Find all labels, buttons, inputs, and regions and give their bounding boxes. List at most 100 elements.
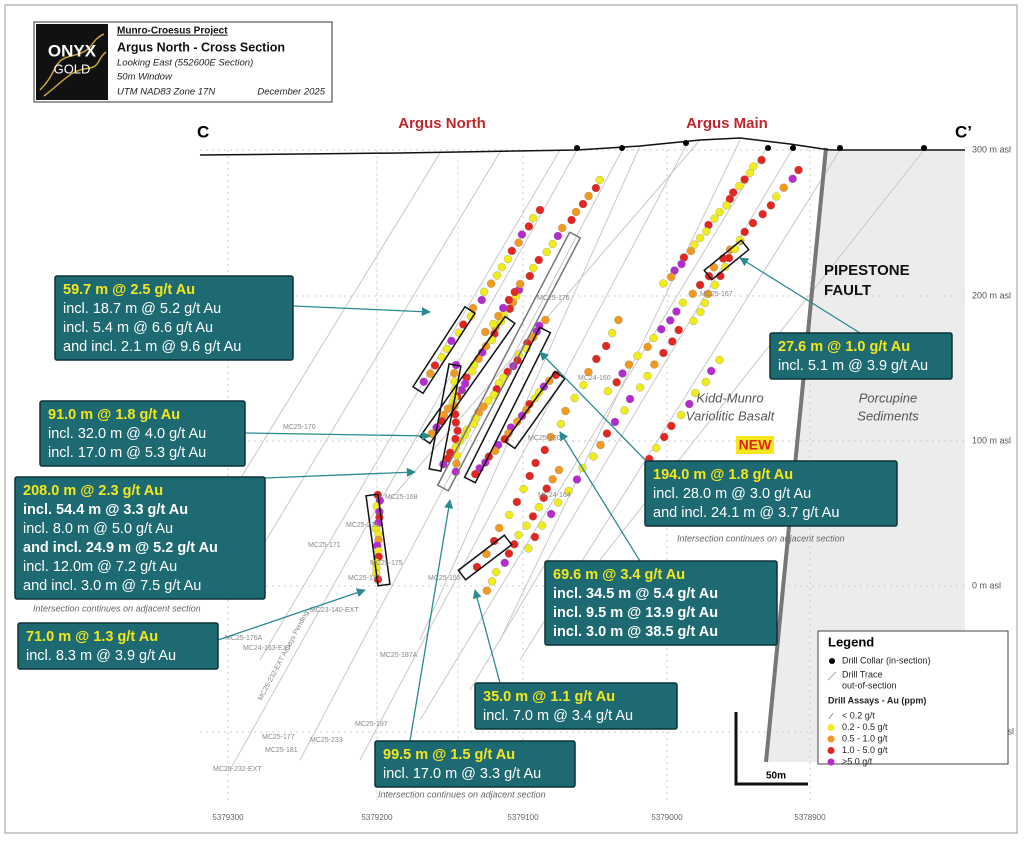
assay xyxy=(522,521,531,530)
zone-label: Argus Main xyxy=(686,115,768,132)
hole-label: MC25-177 xyxy=(262,734,295,741)
assay xyxy=(608,328,617,338)
callout-box xyxy=(39,400,246,467)
assay xyxy=(584,191,593,201)
assay xyxy=(666,316,675,325)
assay xyxy=(729,188,738,197)
assay xyxy=(794,165,803,175)
assay xyxy=(592,354,601,364)
callout-text: incl. 17.0 m @ 5.3 g/t Au xyxy=(48,445,206,461)
assay xyxy=(695,233,705,243)
assay xyxy=(643,371,652,381)
callout-box xyxy=(17,622,219,670)
legend-item: < 0.2 g/t xyxy=(842,710,875,720)
assay xyxy=(757,155,766,165)
assay xyxy=(542,247,551,257)
assay xyxy=(510,287,519,297)
assay xyxy=(578,199,588,209)
assay xyxy=(505,510,514,520)
callout-box xyxy=(374,740,576,788)
assay xyxy=(659,348,668,358)
assay xyxy=(721,262,730,272)
leader xyxy=(739,257,861,334)
assay xyxy=(779,183,788,192)
callouts: 59.7 m @ 2.5 g/t Au incl. 18.7 m @ 5.2 g/… xyxy=(14,275,953,788)
assay xyxy=(685,399,694,409)
assay xyxy=(534,502,544,512)
assay xyxy=(528,512,538,521)
assay xyxy=(514,530,523,540)
drill-trace xyxy=(419,145,641,641)
assay xyxy=(686,246,696,256)
assay xyxy=(451,434,460,444)
assay xyxy=(515,279,525,289)
legend-swatch xyxy=(827,724,835,731)
assay xyxy=(517,230,527,239)
drill-trace xyxy=(359,145,687,761)
assay xyxy=(740,227,749,237)
hole-label: MC25-197 xyxy=(355,721,388,728)
assay xyxy=(700,298,709,308)
assay xyxy=(482,549,491,559)
assay xyxy=(702,227,711,236)
leader xyxy=(217,588,366,641)
callout-box xyxy=(14,476,266,600)
project: Munro-Croesus Project xyxy=(117,26,228,37)
assay xyxy=(625,394,635,404)
assay xyxy=(468,367,477,376)
assay xyxy=(535,205,545,215)
assay xyxy=(484,396,493,405)
assay xyxy=(710,280,720,290)
drill-collar xyxy=(683,140,689,146)
assay xyxy=(531,458,540,468)
callout-box xyxy=(474,682,678,730)
assay xyxy=(561,406,570,416)
assay xyxy=(419,377,428,386)
assay xyxy=(652,443,661,453)
assay xyxy=(610,417,620,427)
assay xyxy=(748,218,758,228)
assay xyxy=(635,383,645,392)
legend: Legend Drill Collar (in-section) Drill T… xyxy=(817,630,1009,766)
callout-text: incl. 32.0 m @ 4.0 g/t Au xyxy=(48,426,206,442)
assay xyxy=(696,307,705,317)
fault-label: FAULT xyxy=(824,282,871,299)
assay xyxy=(510,540,519,549)
logo-text: GOLD xyxy=(54,61,91,76)
legend-item: Drill Trace xyxy=(842,669,883,679)
callout-text: incl. 17.0 m @ 3.3 g/t Au xyxy=(383,766,541,782)
assay xyxy=(707,366,716,376)
callout-box xyxy=(54,275,294,361)
callout-text: incl. 9.5 m @ 13.9 g/t Au xyxy=(553,605,718,621)
hole-label: MC25-233 xyxy=(310,737,343,744)
hole-label: MC25-176 xyxy=(537,295,570,302)
assay xyxy=(715,207,724,217)
callout-text: incl. 5.1 m @ 3.9 g/t Au xyxy=(778,358,928,374)
assay xyxy=(430,361,440,370)
assay xyxy=(602,429,612,438)
hole-label: MC25-181 xyxy=(265,747,298,754)
drill-collar xyxy=(574,145,580,151)
assay xyxy=(589,452,598,461)
callout-text: incl. 3.0 m @ 38.5 g/t Au xyxy=(553,624,718,640)
assay xyxy=(556,419,566,429)
rock-label: Kidd-Munro xyxy=(696,390,763,405)
assay xyxy=(426,369,435,378)
callout-box xyxy=(544,560,778,646)
legend-subtitle: Drill Assays - Au (ppm) xyxy=(828,695,926,705)
assay xyxy=(548,239,557,249)
assay xyxy=(553,231,563,241)
assay xyxy=(758,210,767,219)
assay xyxy=(570,393,579,403)
drill-trace xyxy=(419,145,769,721)
callout-text: incl. 7.0 m @ 3.4 g/t Au xyxy=(483,708,633,724)
easting-label: 5379100 xyxy=(507,813,539,822)
assay xyxy=(540,445,549,455)
legend-item: 0.5 - 1.0 g/t xyxy=(842,733,888,743)
assay xyxy=(624,360,634,369)
hole-label: MC23-140-EXT xyxy=(310,607,359,614)
callout-text: incl. 12.0m @ 7.2 g/t Au xyxy=(23,559,177,575)
legend-item: Drill Collar (in-section) xyxy=(842,655,931,665)
legend-item: >5.0 g/t xyxy=(842,756,873,766)
assay xyxy=(749,162,758,171)
